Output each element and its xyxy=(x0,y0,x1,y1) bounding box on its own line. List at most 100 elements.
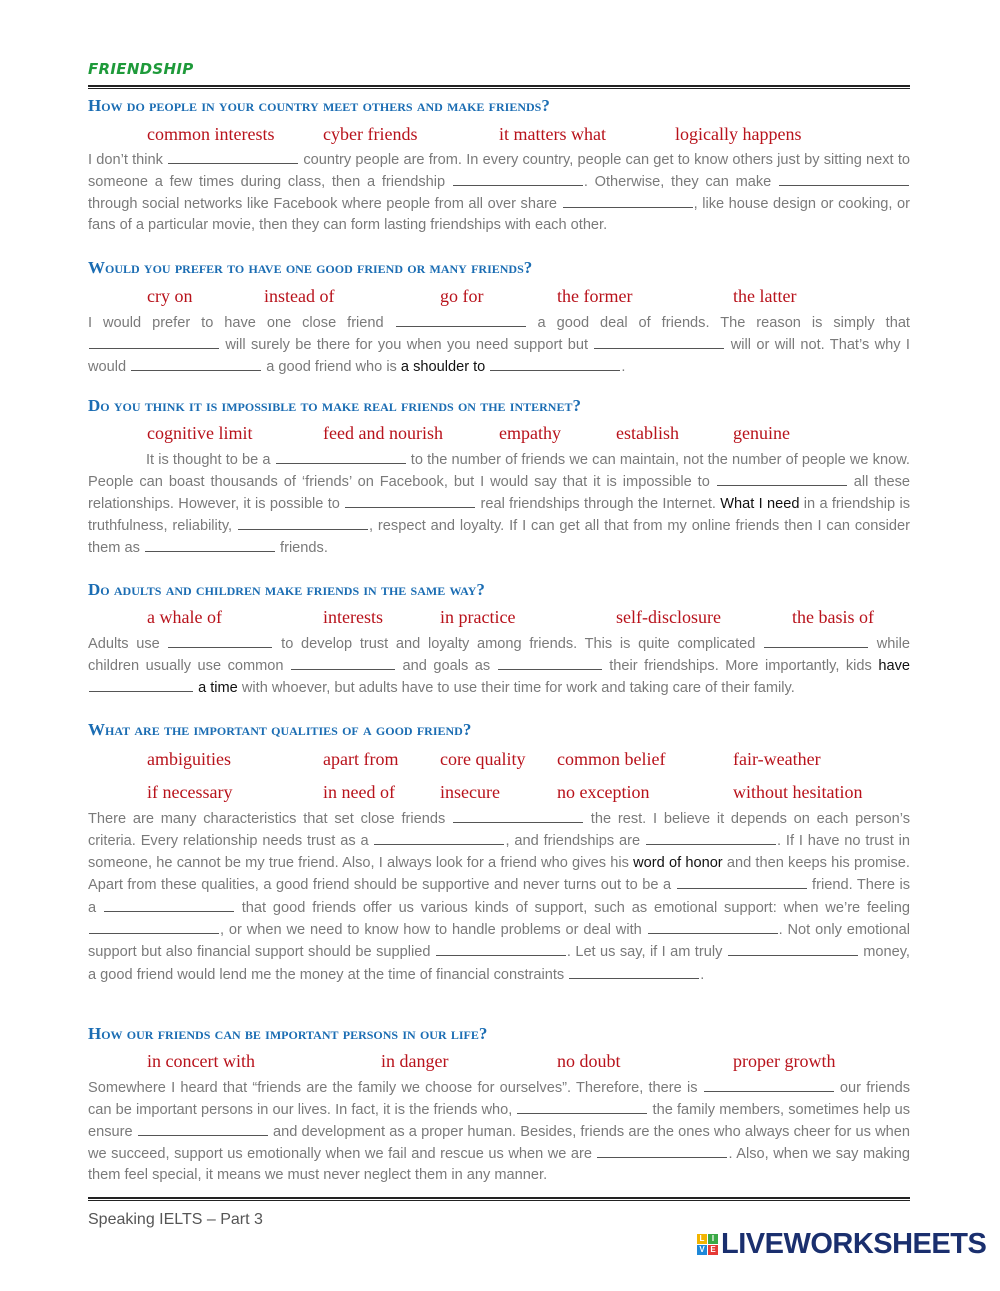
word-bank-item[interactable]: logically happens xyxy=(675,124,802,144)
paragraph-text: a good friend who is xyxy=(262,359,401,375)
word-bank-item[interactable]: in need of xyxy=(323,782,395,802)
blank-answer-field[interactable] xyxy=(562,193,693,208)
word-bank-item[interactable]: self-disclosure xyxy=(616,607,721,627)
blank-answer-field[interactable] xyxy=(517,1099,648,1114)
blank-answer-field[interactable] xyxy=(594,334,725,349)
word-bank-item[interactable]: core quality xyxy=(440,749,526,769)
blank-answer-field[interactable] xyxy=(597,1143,728,1158)
logo-mark-icon: L I V E xyxy=(697,1234,718,1255)
word-bank-item[interactable]: the basis of xyxy=(792,607,874,627)
paragraph: I would prefer to have one close friend … xyxy=(88,312,910,378)
word-bank-item[interactable]: in practice xyxy=(440,607,516,627)
paragraph-text: country people are from. In every countr… xyxy=(88,152,910,190)
blank-answer-field[interactable] xyxy=(703,1077,834,1092)
word-bank-item[interactable]: it matters what xyxy=(499,124,606,144)
blank-answer-field[interactable] xyxy=(452,171,583,186)
blank-answer-field[interactable] xyxy=(647,919,778,935)
paragraph: Somewhere I heard that “friends are the … xyxy=(88,1077,910,1186)
highlighted-phrase: What I need xyxy=(720,496,800,512)
top-divider xyxy=(88,85,910,89)
blank-answer-field[interactable] xyxy=(168,633,273,648)
blank-answer-field[interactable] xyxy=(291,655,396,670)
word-bank-item[interactable]: common interests xyxy=(147,124,275,144)
blank-answer-field[interactable] xyxy=(646,830,776,846)
highlighted-phrase: word of honor xyxy=(633,854,723,871)
blank-answer-field[interactable] xyxy=(103,897,234,912)
section-heading: Would you prefer to have one good friend… xyxy=(88,258,533,277)
paragraph-text: that good friends offer us various kinds… xyxy=(234,899,910,916)
word-bank-item[interactable]: insecure xyxy=(440,782,500,802)
blank-answer-field[interactable] xyxy=(238,515,368,530)
paragraph-text: , like house design or cooking, or fans … xyxy=(88,196,910,233)
paragraph-text: , respect and loyalty. If I can get all … xyxy=(88,518,910,556)
word-bank-item[interactable]: the former xyxy=(557,286,633,306)
paragraph-text: . Let us say, if I am truly xyxy=(566,944,727,961)
word-bank-item[interactable]: empathy xyxy=(499,423,561,443)
highlighted-phrase: have xyxy=(878,658,910,674)
word-bank-item[interactable]: genuine xyxy=(733,423,790,443)
word-bank-item[interactable]: establish xyxy=(616,423,679,443)
section-heading: Do you think it is impossible to make re… xyxy=(88,396,581,415)
word-bank-item[interactable]: cyber friends xyxy=(323,124,418,144)
blank-answer-field[interactable] xyxy=(89,334,219,349)
word-bank-item[interactable]: in danger xyxy=(381,1051,449,1071)
blank-answer-field[interactable] xyxy=(275,449,406,464)
paragraph-text: Adults use xyxy=(88,636,168,652)
blank-answer-field[interactable] xyxy=(716,471,847,486)
blank-answer-field[interactable] xyxy=(490,356,621,371)
word-bank-item[interactable]: ambiguities xyxy=(147,749,231,769)
paragraph-text: , and friendships are xyxy=(505,833,645,850)
blank-answer-field[interactable] xyxy=(727,941,858,957)
blank-answer-field[interactable] xyxy=(676,874,807,890)
worksheet-title: FRIENDSHIP xyxy=(88,60,194,78)
logo-letter: L xyxy=(697,1234,707,1244)
logo-letter: V xyxy=(697,1245,707,1255)
word-bank-item[interactable]: fair-weather xyxy=(733,749,821,769)
word-bank-item[interactable]: if necessary xyxy=(147,782,233,802)
word-bank-item[interactable]: interests xyxy=(323,607,383,627)
paragraph-text: the family members, sometimes help us en… xyxy=(88,1102,911,1140)
blank-answer-field[interactable] xyxy=(131,356,262,371)
blank-answer-field[interactable] xyxy=(168,149,299,164)
blank-answer-field[interactable] xyxy=(764,633,869,648)
word-bank-item[interactable]: in concert with xyxy=(147,1051,255,1071)
highlighted-phrase: a shoulder to xyxy=(400,359,486,375)
word-bank-item[interactable]: go for xyxy=(440,286,484,306)
word-bank-item[interactable]: a whale of xyxy=(147,607,222,627)
word-bank-item[interactable]: cognitive limit xyxy=(147,423,253,443)
word-bank-item[interactable]: without hesitation xyxy=(733,782,863,802)
word-bank-item[interactable]: instead of xyxy=(264,286,335,306)
section-heading: What are the important qualities of a go… xyxy=(88,720,472,739)
paragraph-text: through social networks like Facebook wh… xyxy=(88,196,562,212)
paragraph-text: . If I have no trust in someone, he cann… xyxy=(88,833,910,871)
paragraph-text: to the number of friends we can maintain… xyxy=(88,452,910,490)
paragraph-text: a good deal of friends. The reason is si… xyxy=(526,315,910,331)
word-bank-item[interactable]: apart from xyxy=(323,749,399,769)
paragraph-text: with whoever, but adults have to use the… xyxy=(237,680,795,696)
blank-answer-field[interactable] xyxy=(89,919,219,935)
blank-answer-field[interactable] xyxy=(569,964,700,979)
word-bank-item[interactable]: no doubt xyxy=(557,1051,621,1071)
paragraph-text: our friends can be important persons in … xyxy=(88,1080,910,1118)
blank-answer-field[interactable] xyxy=(779,171,909,186)
word-bank-item[interactable]: the latter xyxy=(733,286,797,306)
word-bank-item[interactable]: common belief xyxy=(557,749,666,769)
blank-answer-field[interactable] xyxy=(144,537,275,552)
blank-answer-field[interactable] xyxy=(89,677,193,692)
logo-text: LIVEWORKSHEETS xyxy=(721,1228,987,1260)
paragraph-text: to develop trust and loyalty among frien… xyxy=(273,636,764,652)
paragraph-text: while children usually use common xyxy=(88,636,910,674)
blank-answer-field[interactable] xyxy=(395,312,526,327)
paragraph-text: , or when we need to know how to handle … xyxy=(220,922,647,939)
word-bank-item[interactable]: no exception xyxy=(557,782,650,802)
word-bank-item[interactable]: proper growth xyxy=(733,1051,836,1071)
blank-answer-field[interactable] xyxy=(435,941,566,957)
word-bank-item[interactable]: feed and nourish xyxy=(323,423,443,443)
blank-answer-field[interactable] xyxy=(345,493,476,508)
paragraph-text: . xyxy=(621,359,626,375)
blank-answer-field[interactable] xyxy=(453,808,584,823)
blank-answer-field[interactable] xyxy=(497,655,602,670)
blank-answer-field[interactable] xyxy=(374,830,505,846)
word-bank-item[interactable]: cry on xyxy=(147,286,193,306)
blank-answer-field[interactable] xyxy=(137,1121,268,1136)
